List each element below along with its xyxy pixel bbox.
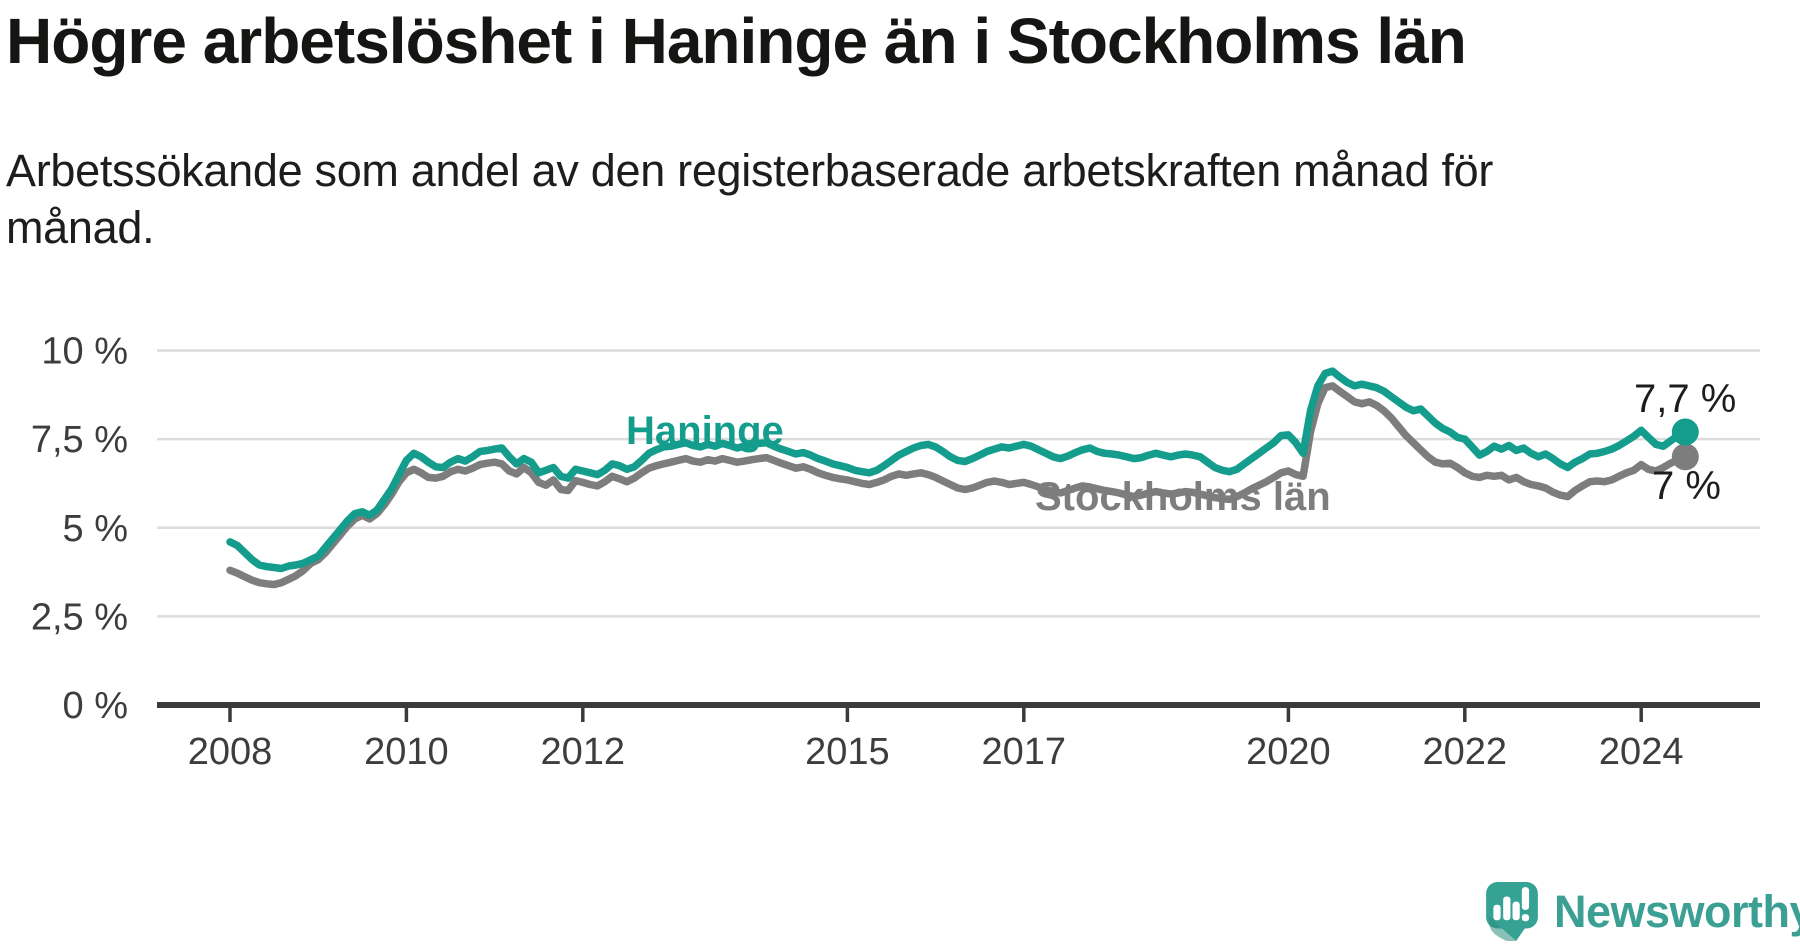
x-axis-label: 2012 [541, 731, 626, 773]
haninge-line [226, 367, 1690, 573]
page-title: Högre arbetslöshet i Haninge än i Stockh… [6, 5, 1467, 77]
stockholm-end-dot [1671, 443, 1699, 471]
x-axis-label: 2015 [805, 731, 890, 773]
stockholm-end-value-label: 7 % [1652, 464, 1721, 508]
y-axis-label: 7,5 % [31, 419, 128, 461]
newsworthy-logo-icon [1486, 882, 1538, 941]
haninge-end-value-label: 7,7 % [1634, 377, 1736, 421]
newsworthy-logo-text: Newsworthy [1554, 886, 1800, 937]
y-axis-label: 2,5 % [31, 596, 128, 638]
x-axis-label: 2017 [982, 731, 1067, 773]
x-axis-label: 2024 [1599, 731, 1684, 773]
newsworthy-logo: Newsworthy [1486, 882, 1800, 942]
page-subtitle: Arbetssökande som andel av den registerb… [6, 145, 1494, 253]
y-axis-label: 5 % [63, 508, 128, 550]
y-axis-label: 10 % [41, 331, 128, 373]
x-axis-label: 2022 [1423, 731, 1508, 773]
haninge-end-dot [1671, 418, 1699, 446]
stockholm-series-label: Stockholms län [1035, 475, 1331, 519]
x-axis-label: 2010 [364, 731, 449, 773]
x-axis-label: 2020 [1246, 731, 1331, 773]
y-axis-label: 0 % [63, 685, 128, 727]
stockholm-line [226, 382, 1690, 589]
x-axis-label: 2008 [188, 731, 273, 773]
haninge-series-label: Haninge [626, 409, 784, 453]
